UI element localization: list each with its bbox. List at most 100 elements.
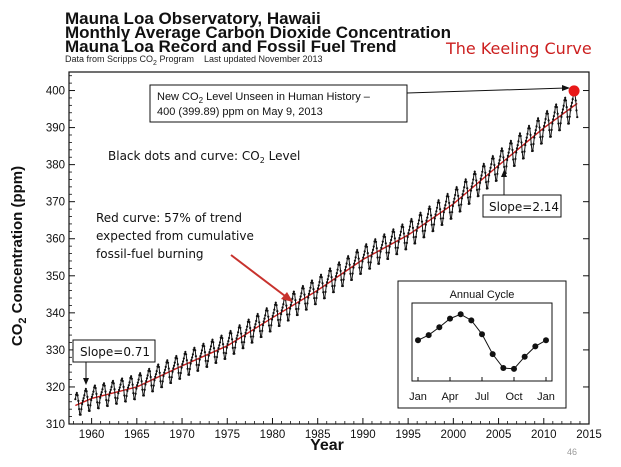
co2-monthly-dot bbox=[90, 395, 94, 398]
co2-monthly-dot bbox=[300, 292, 303, 295]
co2-monthly-dot bbox=[487, 174, 491, 177]
co2-monthly-dot bbox=[433, 217, 436, 220]
new-level-arrowhead bbox=[562, 85, 570, 91]
co2-monthly-dot bbox=[136, 381, 139, 384]
co2-monthly-dot bbox=[185, 353, 188, 356]
co2-monthly-dot bbox=[424, 223, 427, 226]
co2-monthly-dot bbox=[460, 197, 464, 200]
co2-monthly-dot bbox=[447, 195, 450, 198]
co2-monthly-dot bbox=[347, 257, 350, 260]
co2-monthly-dot bbox=[102, 382, 106, 385]
co2-monthly-dot bbox=[237, 331, 240, 334]
co2-monthly-dot bbox=[568, 115, 571, 118]
co2-monthly-dot bbox=[270, 324, 273, 327]
co2-monthly-dot bbox=[542, 129, 545, 132]
co2-monthly-dot bbox=[344, 268, 347, 272]
y-tick-label: 380 bbox=[46, 160, 65, 172]
co2-monthly-dot bbox=[505, 165, 508, 168]
co2-monthly-dot bbox=[544, 117, 547, 121]
y-tick-label: 310 bbox=[46, 419, 65, 431]
co2-monthly-dot bbox=[478, 188, 481, 191]
co2-monthly-dot bbox=[405, 248, 408, 251]
co2-monthly-dot bbox=[380, 243, 384, 247]
co2-monthly-dot bbox=[514, 157, 517, 161]
co2-monthly-dot bbox=[332, 290, 335, 294]
co2-monthly-dot bbox=[122, 385, 125, 389]
co2-monthly-dot bbox=[266, 309, 269, 312]
co2-monthly-dot bbox=[289, 303, 292, 306]
x-tick-label: 1960 bbox=[79, 429, 105, 441]
page-number: 46 bbox=[567, 447, 578, 457]
co2-monthly-dot bbox=[258, 321, 261, 324]
co2-monthly-dot bbox=[426, 212, 430, 216]
co2-monthly-dot bbox=[401, 223, 404, 226]
co2-monthly-dot bbox=[279, 312, 283, 316]
co2-monthly-dot bbox=[474, 173, 477, 176]
co2-monthly-dot bbox=[194, 349, 197, 352]
co2-monthly-dot bbox=[229, 329, 232, 333]
co2-monthly-dot bbox=[218, 344, 221, 347]
co2-monthly-dot bbox=[249, 326, 252, 330]
co2-monthly-dot bbox=[501, 149, 504, 153]
co2-monthly-dot bbox=[207, 354, 210, 357]
co2-monthly-dot bbox=[317, 284, 320, 287]
new-level-callout-line2: 400 (399.89) ppm on May 9, 2013 bbox=[157, 106, 323, 118]
co2-monthly-dot bbox=[296, 313, 299, 317]
co2-monthly-dot bbox=[410, 218, 413, 221]
co2-monthly-dot bbox=[208, 351, 211, 354]
co2-monthly-dot bbox=[454, 193, 457, 197]
y-tick-label: 330 bbox=[46, 345, 65, 357]
co2-monthly-dot bbox=[163, 368, 167, 372]
co2-monthly-dot bbox=[267, 315, 270, 318]
co2-monthly-dot bbox=[435, 210, 438, 213]
co2-monthly-dot bbox=[167, 367, 170, 370]
co2-monthly-dot bbox=[150, 384, 153, 387]
co2-monthly-dot bbox=[457, 204, 461, 207]
co2-monthly-dot bbox=[369, 261, 372, 264]
co2-monthly-dot bbox=[499, 155, 502, 158]
co2-monthly-dot bbox=[204, 359, 207, 362]
co2-monthly-dot bbox=[202, 342, 205, 345]
co2-monthly-dot bbox=[569, 109, 572, 112]
co2-monthly-dot bbox=[469, 189, 473, 192]
co2-monthly-dot bbox=[198, 358, 201, 361]
co2-monthly-dot bbox=[490, 162, 493, 166]
co2-monthly-dot bbox=[506, 154, 510, 157]
co2-monthly-dot bbox=[321, 282, 324, 285]
co2-monthly-dot bbox=[209, 345, 213, 348]
co2-monthly-dot bbox=[549, 135, 552, 138]
co2-monthly-dot bbox=[411, 226, 415, 229]
co2-monthly-dot bbox=[425, 219, 428, 222]
co2-monthly-dot bbox=[520, 141, 523, 144]
source-sub: 2 bbox=[153, 59, 157, 67]
co2-monthly-dot bbox=[397, 240, 400, 243]
co2-monthly-dot bbox=[571, 98, 574, 101]
co2-monthly-dot bbox=[155, 370, 158, 373]
co2-monthly-dot bbox=[521, 150, 524, 154]
co2-monthly-dot bbox=[465, 180, 468, 183]
co2-monthly-dot bbox=[184, 350, 187, 354]
co2-monthly-dot bbox=[168, 375, 171, 379]
co2-monthly-dot bbox=[145, 377, 149, 380]
co2-monthly-dot bbox=[144, 383, 147, 386]
co2-monthly-dot bbox=[415, 229, 418, 232]
co2-monthly-dot bbox=[393, 230, 396, 234]
co2-monthly-dot bbox=[249, 335, 253, 338]
co2-monthly-dot bbox=[435, 206, 439, 209]
co2-monthly-dot bbox=[347, 255, 350, 258]
co2-monthly-dot bbox=[412, 236, 415, 239]
co2-monthly-dot bbox=[178, 377, 182, 380]
co2-monthly-dot bbox=[338, 263, 341, 266]
co2-monthly-dot bbox=[258, 329, 262, 333]
co2-monthly-dot bbox=[310, 279, 314, 282]
co2-monthly-dot bbox=[230, 338, 234, 341]
co2-monthly-dot bbox=[388, 245, 391, 248]
co2-monthly-dot bbox=[344, 265, 347, 269]
co2-monthly-dot bbox=[299, 295, 302, 298]
co2-monthly-dot bbox=[352, 266, 355, 269]
x-tick-label: 1980 bbox=[260, 429, 286, 441]
co2-monthly-dot bbox=[414, 235, 418, 238]
co2-monthly-dot bbox=[464, 178, 467, 181]
legend-black-prefix: Black dots and curve: CO bbox=[108, 149, 260, 163]
co2-monthly-dot bbox=[151, 390, 155, 393]
